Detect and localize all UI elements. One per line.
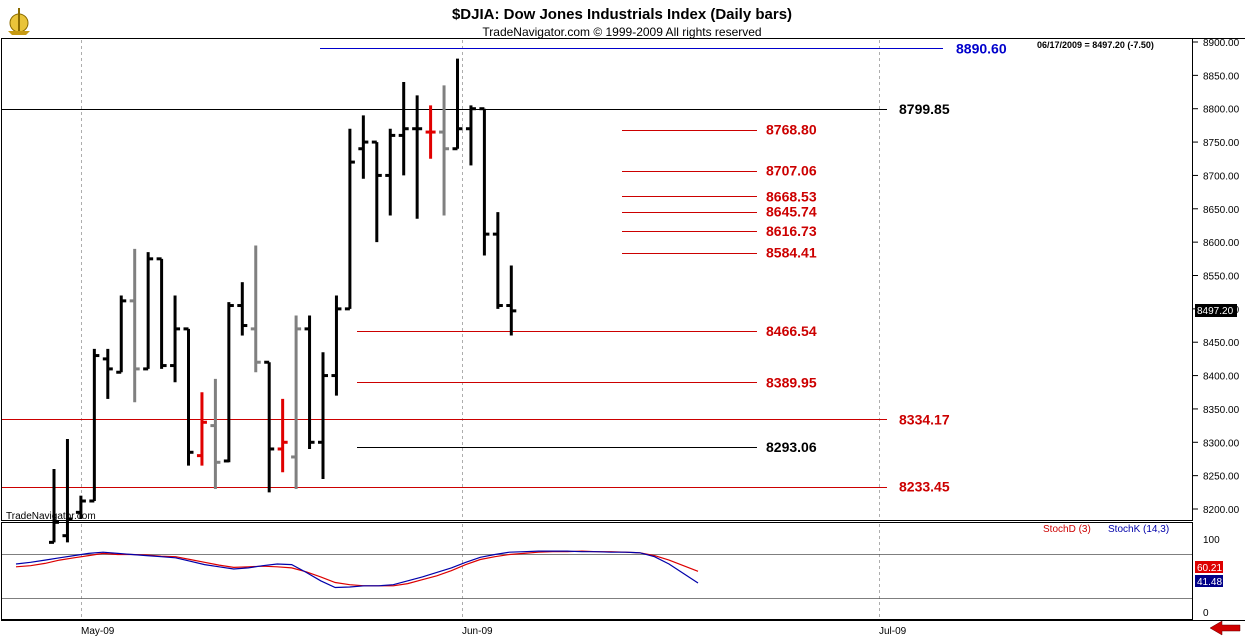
ohlc-bar xyxy=(210,378,221,489)
level-label: 8645.74 xyxy=(766,204,817,220)
level-label: 8668.53 xyxy=(766,188,817,204)
level-label: 8616.73 xyxy=(766,223,817,239)
ohlc-bar xyxy=(89,348,100,503)
level-label: 8233.45 xyxy=(899,479,950,495)
ohlc-bar xyxy=(304,315,315,449)
ohlc-bar xyxy=(506,265,517,336)
stochd-last-badge xyxy=(1195,561,1223,573)
ohlc-bar xyxy=(398,82,409,176)
y-tick-label: 8550.00 xyxy=(1203,272,1240,283)
ohlc-bar xyxy=(492,212,503,309)
ohlc-bar xyxy=(143,252,154,371)
level-label: 8293.06 xyxy=(766,439,817,455)
y-tick-label: 8800.00 xyxy=(1203,105,1240,116)
ohlc-bar xyxy=(291,315,302,489)
y-tick-label: 8650.00 xyxy=(1203,205,1240,216)
y-tick-label: 8700.00 xyxy=(1203,171,1240,182)
ohlc-bar xyxy=(102,348,113,399)
ohlc-bar xyxy=(62,438,73,543)
level-label: 8768.80 xyxy=(766,122,817,138)
y-tick-label: 8200.00 xyxy=(1203,505,1240,516)
x-tick-label: Jun-09 xyxy=(462,626,493,637)
ohlc-bar xyxy=(479,107,490,256)
date-axis: May-09 Jun-09 Jul-09 xyxy=(81,626,907,637)
legend-stochk: StochK (14,3) xyxy=(1108,524,1169,535)
ohlc-bar xyxy=(264,360,275,493)
price-axis: 8900.00 8850.00 8800.00 8750.00 8700.00 8650.… xyxy=(1193,38,1240,516)
ohlc-bar xyxy=(196,392,207,466)
ohlc-bar xyxy=(452,58,463,151)
level-label: 8890.60 xyxy=(956,40,1007,56)
ohlc-bar xyxy=(331,295,342,396)
stochd-last-value: 60.21 xyxy=(1197,563,1222,574)
ohlc-bar xyxy=(250,245,261,373)
ohlc-bar xyxy=(156,257,167,369)
stochk-last-badge xyxy=(1195,575,1223,587)
ohlc-bar xyxy=(277,398,288,473)
stoch-series-line xyxy=(15,550,699,589)
y-tick-label: 8750.00 xyxy=(1203,138,1240,149)
level-label: 8799.85 xyxy=(899,101,950,117)
stochk-last-value: 41.48 xyxy=(1197,577,1222,588)
ohlc-bar xyxy=(116,295,127,374)
ohlc-bar xyxy=(170,295,181,383)
ohlc-bar xyxy=(439,85,450,216)
level-label: 8334.17 xyxy=(899,411,950,427)
ohlc-bar xyxy=(358,115,369,179)
ohlc-bar xyxy=(425,105,436,159)
ohlc-bar xyxy=(223,302,234,463)
legend-stochd: StochD (3) xyxy=(1043,524,1091,535)
quote-readout: 06/17/2009 = 8497.20 (-7.50) xyxy=(1037,40,1154,50)
ohlc-bar xyxy=(129,248,140,403)
ohlc-bar xyxy=(75,495,86,520)
level-label: 8707.06 xyxy=(766,163,817,179)
stoch-panel xyxy=(1,522,1193,620)
y-tick-label: 8900.00 xyxy=(1203,38,1240,49)
y-tick-label: 8600.00 xyxy=(1203,238,1240,249)
y-tick-label: 8300.00 xyxy=(1203,438,1240,449)
price-panel xyxy=(1,38,1193,521)
watermark-text: TradeNavigator.com xyxy=(6,511,96,522)
ohlc-bar xyxy=(412,95,423,219)
stoch-lines xyxy=(15,550,699,589)
grid-lines xyxy=(81,40,880,619)
ohlc-bar xyxy=(344,128,355,311)
ohlc-bar xyxy=(318,352,328,479)
last-price-badge xyxy=(1195,304,1237,317)
x-tick-label: Jul-09 xyxy=(879,626,907,637)
chart-subtitle: TradeNavigator.com © 1999-2009 All right… xyxy=(482,25,761,39)
ohlc-bar xyxy=(183,327,194,466)
level-label: 8466.54 xyxy=(766,323,817,339)
level-label: 8584.41 xyxy=(766,245,817,261)
ohlc-bar xyxy=(465,105,476,166)
y-tick-label: 8450.00 xyxy=(1203,338,1240,349)
x-tick-label: May-09 xyxy=(81,626,115,637)
y-tick-label: 8250.00 xyxy=(1203,472,1240,483)
ohlc-bar xyxy=(385,128,396,216)
ohlc-bar xyxy=(371,140,382,243)
level-label: 8389.95 xyxy=(766,374,817,390)
stoch-tick-100: 100 xyxy=(1203,535,1220,546)
scroll-left-arrow-icon[interactable] xyxy=(1209,620,1241,636)
price-bars xyxy=(49,58,517,544)
ohlc-bar xyxy=(237,282,248,336)
stoch-tick-0: 0 xyxy=(1203,608,1209,619)
chart-title: $DJIA: Dow Jones Industrials Index (Dail… xyxy=(452,6,792,23)
ohlc-bar xyxy=(49,468,59,544)
y-tick-label: 8400.00 xyxy=(1203,372,1240,383)
y-tick-label: 8850.00 xyxy=(1203,71,1240,82)
last-price-value: 8497.20 xyxy=(1197,306,1234,317)
y-tick-label: 8350.00 xyxy=(1203,405,1240,416)
trade-navigator-logo-icon[interactable] xyxy=(8,8,30,35)
